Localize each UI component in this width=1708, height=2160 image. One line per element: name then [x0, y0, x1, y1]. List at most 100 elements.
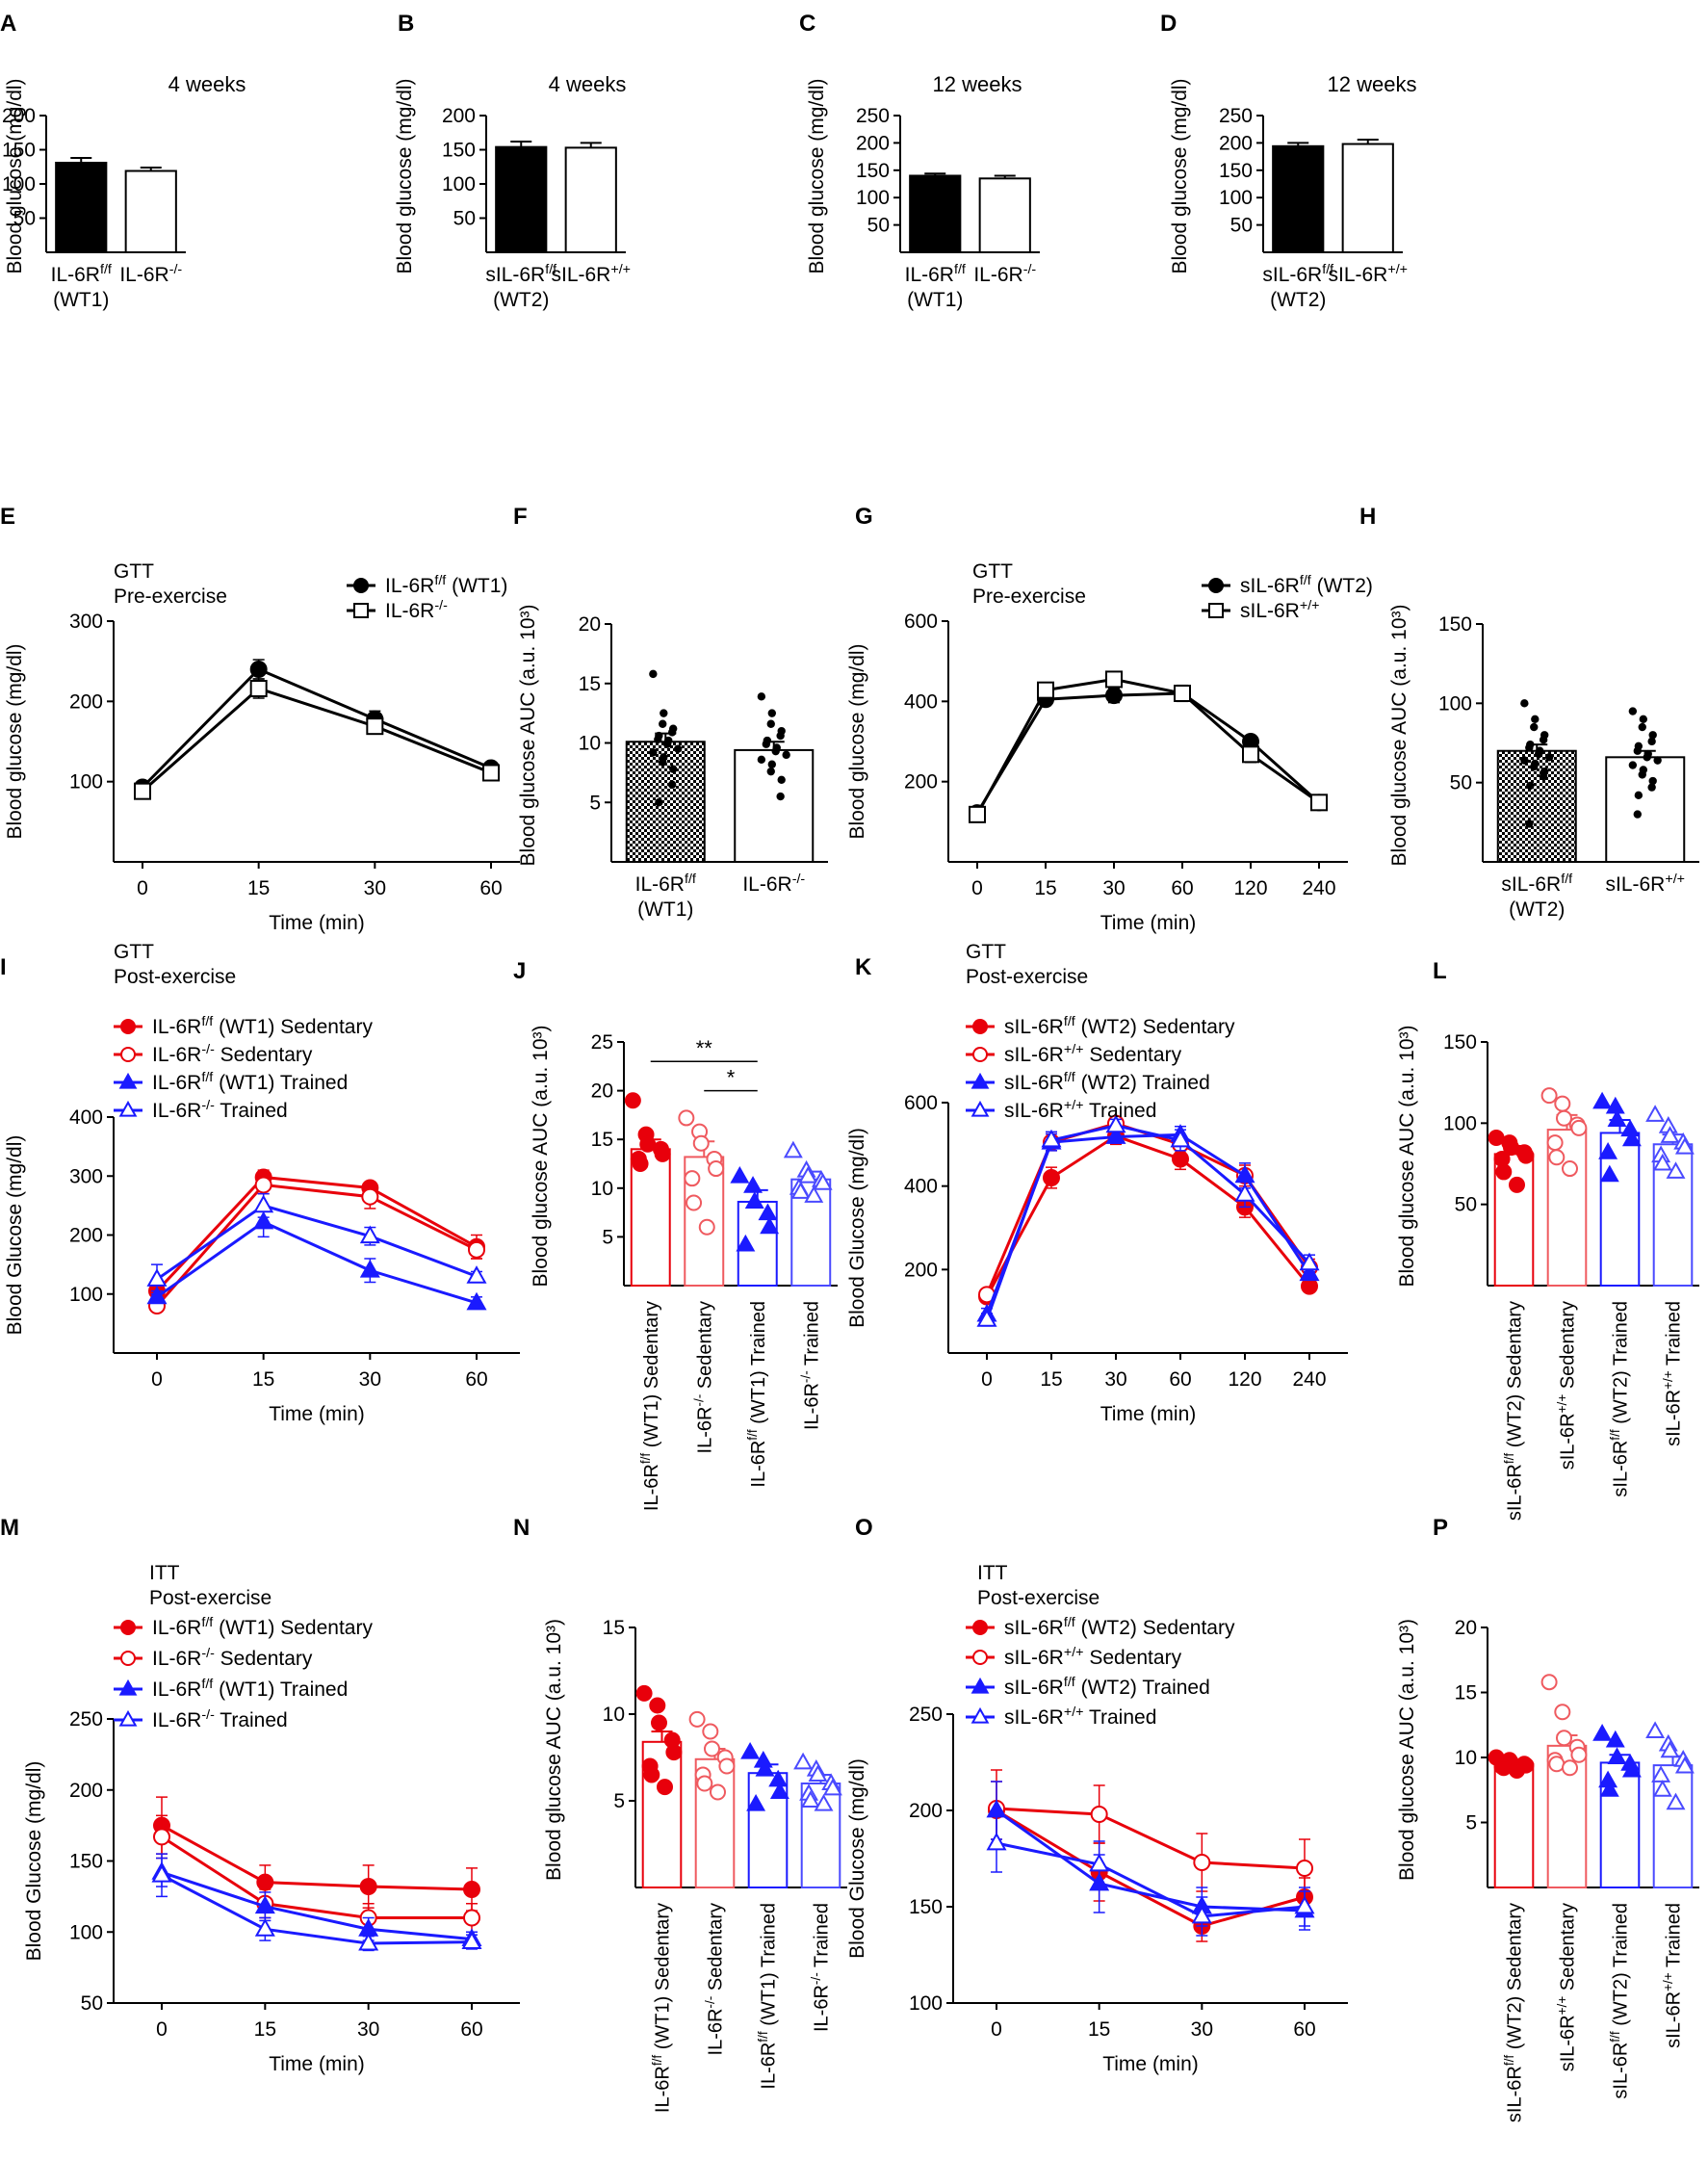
legend-label: IL-6Rf/f (WT1) Sedentary	[152, 1014, 373, 1038]
y-axis-label: Blood glucose AUC (a.u. 10³)	[1388, 605, 1410, 867]
label-rest: Sedentary	[1084, 1647, 1182, 1669]
data-point	[359, 1260, 380, 1278]
legend-label: sIL-6Rf/f (WT2) Sedentary	[1004, 1615, 1235, 1639]
data-point	[146, 1286, 168, 1305]
data-point	[1638, 722, 1646, 732]
data-point	[692, 1134, 710, 1152]
label-base: sIL-6R	[1558, 2015, 1579, 2071]
data-point	[256, 1873, 274, 1891]
x-axis-label: Time (min)	[269, 1403, 365, 1425]
label-rest: Sedentary	[706, 1903, 727, 1996]
legend-marker	[120, 1651, 136, 1666]
legend-label: IL-6R-/-	[385, 598, 448, 622]
y-axis-label: Blood glucose (mg/dl)	[4, 643, 26, 839]
panel-letter: G	[855, 504, 873, 530]
x-tick-label: sIL-6Rf/f	[485, 262, 556, 286]
label-sup: f/f	[201, 1677, 213, 1692]
series-line	[161, 1835, 472, 1919]
data-point	[253, 1210, 274, 1230]
data-point	[1562, 1759, 1578, 1777]
panel-F: F 5 10 15 20 Blood glucose AUC (a.u. 10³) IL-6…	[513, 504, 828, 921]
y-axis-label: Blood glucose (mg/dl)	[806, 78, 828, 273]
data-point	[769, 1782, 789, 1799]
data-point	[468, 1240, 485, 1259]
y-tick-label: 50	[453, 208, 476, 230]
label-sup: +/+	[1064, 1645, 1084, 1660]
y-tick-label: 50	[867, 215, 890, 237]
data-point	[969, 805, 986, 823]
label-base: IL-6R	[653, 2066, 674, 2113]
data-point	[1643, 753, 1651, 762]
panel-G: G 200 400 600 0 15 30 60 120 240 Time (min) Blood g…	[846, 504, 1373, 934]
x-tick-label: IL-6Rf/f (WT1) Sedentary	[650, 1903, 674, 2113]
chart-title: 12 weeks	[1328, 72, 1417, 96]
panel-M: M 50 100 150 200 250 0 15 30 60 Time (min) Blood Gl…	[0, 1515, 520, 2075]
x-tick-label: 15	[1040, 1368, 1062, 1391]
data-point	[1193, 1854, 1211, 1871]
x-tick-label: sIL-6Rf/f (WT2) Trained	[1608, 1903, 1632, 2099]
label-base: IL-6R	[385, 575, 434, 597]
label-sup: +/+	[1555, 1394, 1569, 1414]
data-point	[1599, 1164, 1619, 1183]
data-point	[253, 1194, 274, 1213]
y-axis-label: Blood glucose AUC (a.u. 10³)	[1396, 1026, 1418, 1288]
panel-letter: J	[513, 958, 526, 984]
y-axis-label: Blood glucose (mg/dl)	[4, 78, 26, 273]
data-point	[776, 731, 785, 741]
x-axis-label: Time (min)	[1100, 912, 1197, 934]
label-base: sIL-6R	[1606, 873, 1666, 896]
label-base: IL-6R	[905, 264, 954, 286]
data-point	[1174, 685, 1191, 702]
data-point	[1546, 1134, 1564, 1152]
label-rest: (WT1) Trained	[213, 1679, 348, 1701]
legend-marker	[1208, 603, 1224, 618]
data-point	[1628, 761, 1638, 769]
legend-marker	[353, 603, 369, 618]
x-tick-label: 60	[1293, 2018, 1315, 2041]
x-tick-label: 30	[364, 877, 386, 899]
data-point	[146, 1268, 168, 1287]
label-sup: f/f	[1561, 872, 1572, 887]
data-point	[1660, 1740, 1680, 1758]
data-point	[704, 1740, 720, 1757]
y-tick-label: 300	[69, 611, 103, 633]
x-tick-label: 30	[1104, 1368, 1126, 1391]
data-point	[1548, 1756, 1566, 1773]
y-axis-label: Blood Glucose (mg/dl)	[23, 1761, 45, 1962]
legend-label: IL-6Rf/f (WT1) Trained	[152, 1677, 348, 1701]
label-sup: f/f	[1064, 1615, 1075, 1630]
panel-letter: M	[0, 1515, 19, 1541]
label-rest: (WT2) Sedentary	[1505, 1301, 1526, 1453]
series-line	[155, 1175, 478, 1292]
data-point	[1530, 722, 1539, 732]
label-base: sIL-6R	[1240, 600, 1300, 622]
x-tick-sublabel: (WT1)	[53, 289, 109, 311]
y-tick-label: 100	[69, 1921, 103, 1943]
data-point	[249, 661, 268, 678]
data-point	[1540, 1087, 1558, 1105]
data-point	[254, 1895, 275, 1914]
data-point	[1633, 810, 1643, 819]
data-point	[669, 765, 678, 773]
y-tick-label: 100	[442, 173, 476, 195]
x-tick-sublabel: (WT1)	[637, 898, 693, 921]
x-tick-label: sIL-6R+/+ Trained	[1661, 1301, 1685, 1446]
data-point	[1592, 1091, 1613, 1109]
data-point	[466, 1291, 487, 1311]
x-tick-label: sIL-6Rf/f (WT2) Sedentary	[1502, 1903, 1526, 2122]
label-base: sIL-6R	[1004, 1100, 1064, 1122]
x-tick-label: sIL-6Rf/f	[1262, 262, 1333, 286]
series-line	[996, 1807, 1306, 1870]
label-rest: (WT1)	[446, 575, 507, 597]
y-axis-label: Blood glucose (mg/dl)	[394, 78, 416, 273]
label-sup: f/f	[1300, 573, 1311, 588]
y-axis-label: Blood glucose AUC (a.u. 10³)	[1396, 1619, 1418, 1881]
data-point	[1242, 745, 1259, 764]
label-rest: (WT2) Trained	[1611, 1903, 1632, 2031]
y-tick-label: 15	[579, 673, 601, 695]
data-point	[660, 709, 668, 717]
label-sup: f/f	[1064, 1014, 1075, 1029]
x-tick-label: 60	[1171, 877, 1193, 899]
label-sup: f/f	[1502, 2055, 1516, 2067]
